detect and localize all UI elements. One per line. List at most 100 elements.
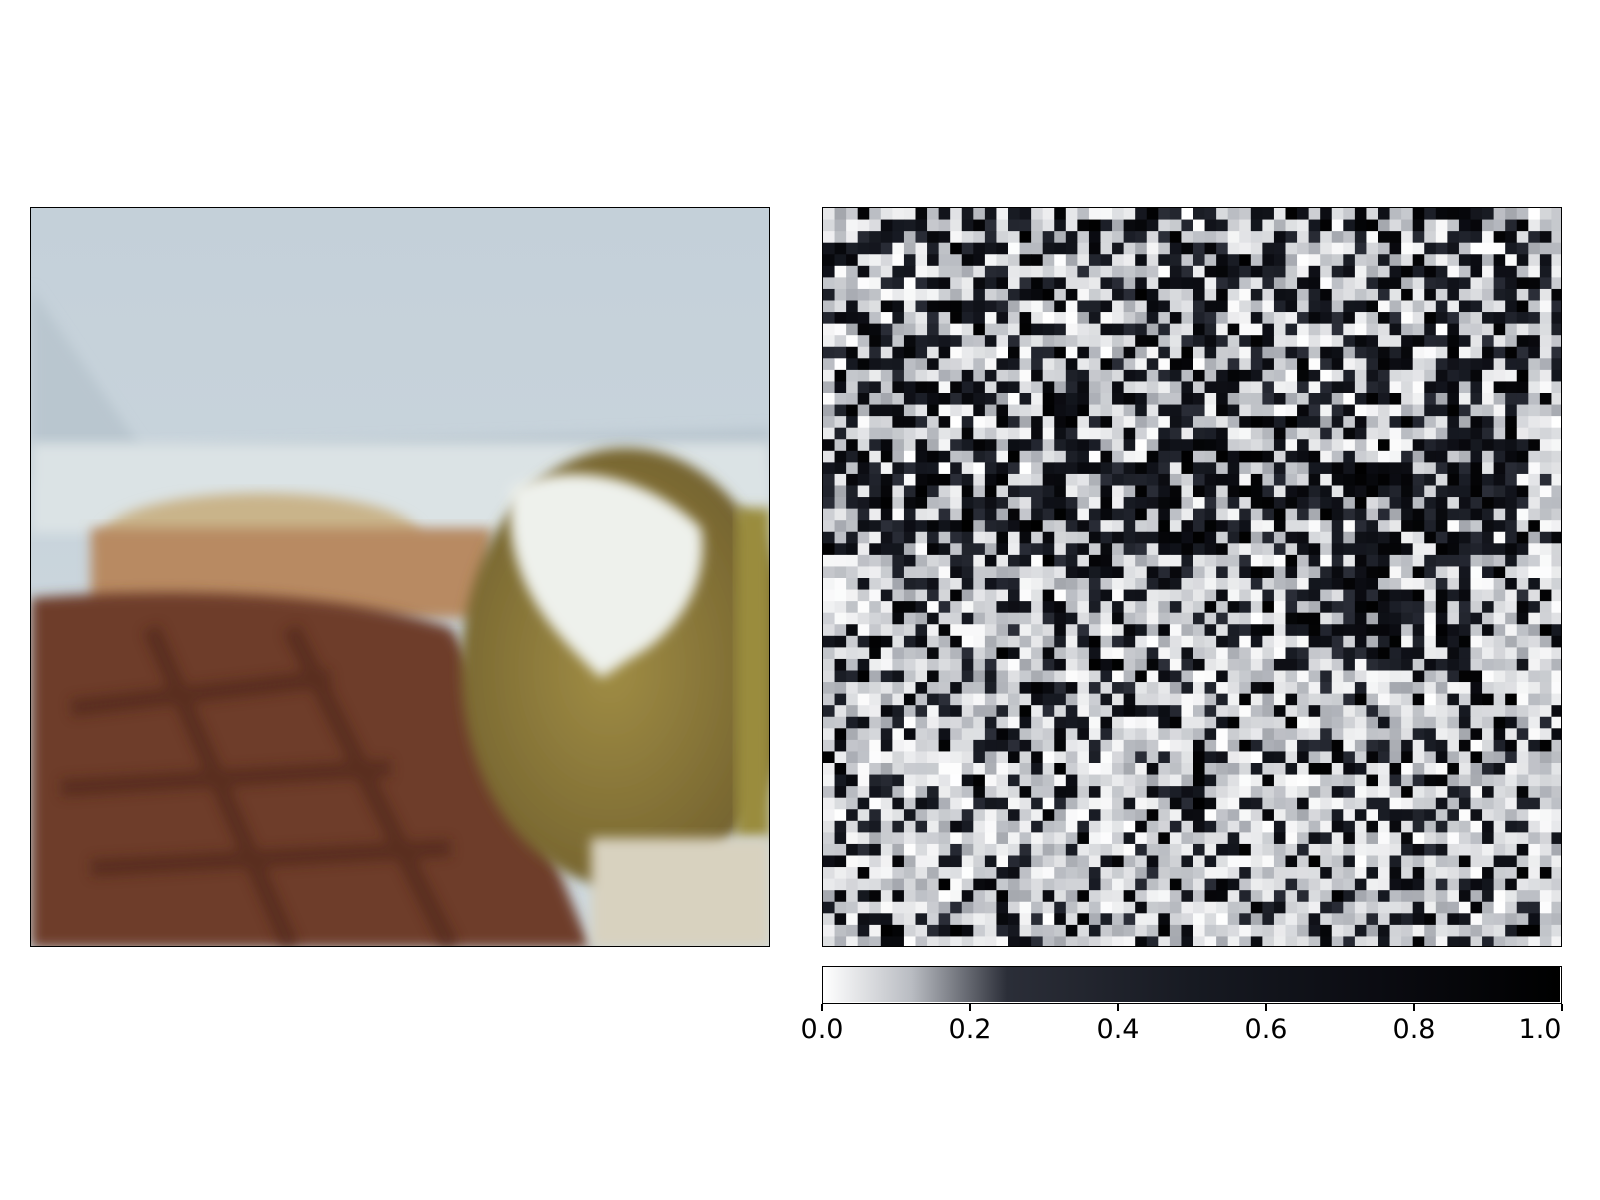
heatmap-cell (938, 682, 951, 695)
heatmap-cell (903, 820, 916, 833)
heatmap-cell (880, 358, 893, 371)
heatmap-cell (973, 242, 986, 255)
heatmap-cell (1169, 612, 1182, 625)
heatmap-cell (1273, 208, 1286, 220)
heatmap-cell (1158, 531, 1171, 544)
heatmap-cell (1528, 450, 1541, 463)
heatmap-cell (1482, 820, 1495, 833)
heatmap-cell (927, 878, 940, 891)
heatmap-cell (869, 381, 882, 394)
heatmap-cell (1008, 346, 1020, 359)
heatmap-cell (1447, 231, 1460, 244)
heatmap-cell (1065, 682, 1078, 695)
heatmap-cell (846, 531, 859, 544)
heatmap-cell (1088, 624, 1101, 637)
heatmap-cell (1100, 670, 1113, 683)
heatmap-cell (1112, 658, 1125, 671)
heatmap-cell (1389, 589, 1402, 602)
heatmap-cell (1158, 855, 1171, 868)
heatmap-cell (961, 254, 974, 267)
heatmap-cell (1181, 404, 1194, 417)
heatmap-cell (1169, 797, 1182, 810)
heatmap-cell (1216, 335, 1229, 348)
heatmap-cell (1054, 450, 1067, 463)
heatmap-cell (1528, 820, 1541, 833)
heatmap-cell (1008, 890, 1020, 903)
heatmap-cell (846, 346, 859, 359)
heatmap-cell (1551, 716, 1561, 729)
heatmap-cell (938, 335, 951, 348)
heatmap-cell (903, 855, 916, 868)
heatmap-cell (1158, 219, 1171, 232)
heatmap-cell (996, 867, 1009, 880)
heatmap-cell (1516, 335, 1529, 348)
heatmap-cell (1516, 867, 1529, 880)
heatmap-cell (1227, 277, 1240, 290)
heatmap-cell (1551, 543, 1561, 556)
heatmap-cell (823, 658, 835, 671)
heatmap-cell (1285, 682, 1298, 695)
food-photo (31, 208, 769, 946)
heatmap-cell (1378, 520, 1390, 533)
heatmap-cell (1378, 231, 1390, 244)
heatmap-cell (1112, 705, 1125, 718)
heatmap-cell (1146, 728, 1159, 741)
heatmap-cell (1297, 670, 1310, 683)
heatmap-cell (1320, 265, 1333, 278)
heatmap-cell (1331, 485, 1344, 498)
colorbar-tick-label: 0.2 (948, 1014, 992, 1045)
heatmap-cell (1216, 635, 1229, 648)
heatmap-cell (1054, 485, 1067, 498)
heatmap-cell (1470, 658, 1483, 671)
heatmap-cell (984, 427, 997, 440)
heatmap-cell (950, 288, 963, 301)
heatmap-cell (1262, 277, 1275, 290)
heatmap-cell (1424, 358, 1437, 371)
heatmap-cell (1008, 323, 1020, 336)
heatmap-cell (938, 878, 951, 891)
heatmap-cell (1539, 705, 1552, 718)
heatmap-cell (1250, 369, 1263, 382)
heatmap-cell (1308, 312, 1321, 325)
heatmap-cell (1193, 497, 1205, 510)
heatmap-cell (961, 566, 974, 579)
heatmap-cell (1158, 462, 1171, 475)
heatmap-cell (823, 485, 835, 498)
heatmap-cell (1216, 312, 1229, 325)
heatmap-cell (892, 300, 905, 313)
heatmap-cell (1366, 346, 1379, 359)
heatmap-cell (1088, 820, 1101, 833)
heatmap-cell (1031, 323, 1044, 336)
heatmap-cell (1216, 231, 1229, 244)
heatmap-cell (1320, 913, 1333, 926)
heatmap-cell (1216, 566, 1229, 579)
heatmap-cell (1516, 635, 1529, 648)
heatmap-cell (1031, 219, 1044, 232)
heatmap-cell (1262, 763, 1275, 775)
heatmap-cell (973, 254, 986, 267)
heatmap-cell (1539, 647, 1552, 660)
heatmap-cell (1019, 381, 1032, 394)
heatmap-cell (1516, 728, 1529, 741)
heatmap-cell (1470, 716, 1483, 729)
heatmap-cell (1458, 647, 1471, 660)
heatmap-cell (1112, 670, 1125, 683)
heatmap-cell (1100, 520, 1113, 533)
heatmap-cell (1482, 578, 1495, 590)
heatmap-cell (1320, 705, 1333, 718)
heatmap-cell (1354, 265, 1367, 278)
heatmap-cell (1285, 705, 1298, 718)
heatmap-cell (1389, 867, 1402, 880)
heatmap-cell (1112, 624, 1125, 637)
heatmap-cell (857, 705, 870, 718)
heatmap-cell (1331, 670, 1344, 683)
heatmap-cell (1331, 901, 1344, 914)
heatmap-cell (1077, 416, 1090, 429)
heatmap-cell (834, 231, 847, 244)
heatmap-cell (1528, 508, 1541, 521)
heatmap-cell (996, 404, 1009, 417)
heatmap-cell (1516, 265, 1529, 278)
heatmap-cell (1042, 554, 1055, 567)
heatmap-cell (823, 277, 835, 290)
heatmap-cell (1493, 774, 1506, 787)
